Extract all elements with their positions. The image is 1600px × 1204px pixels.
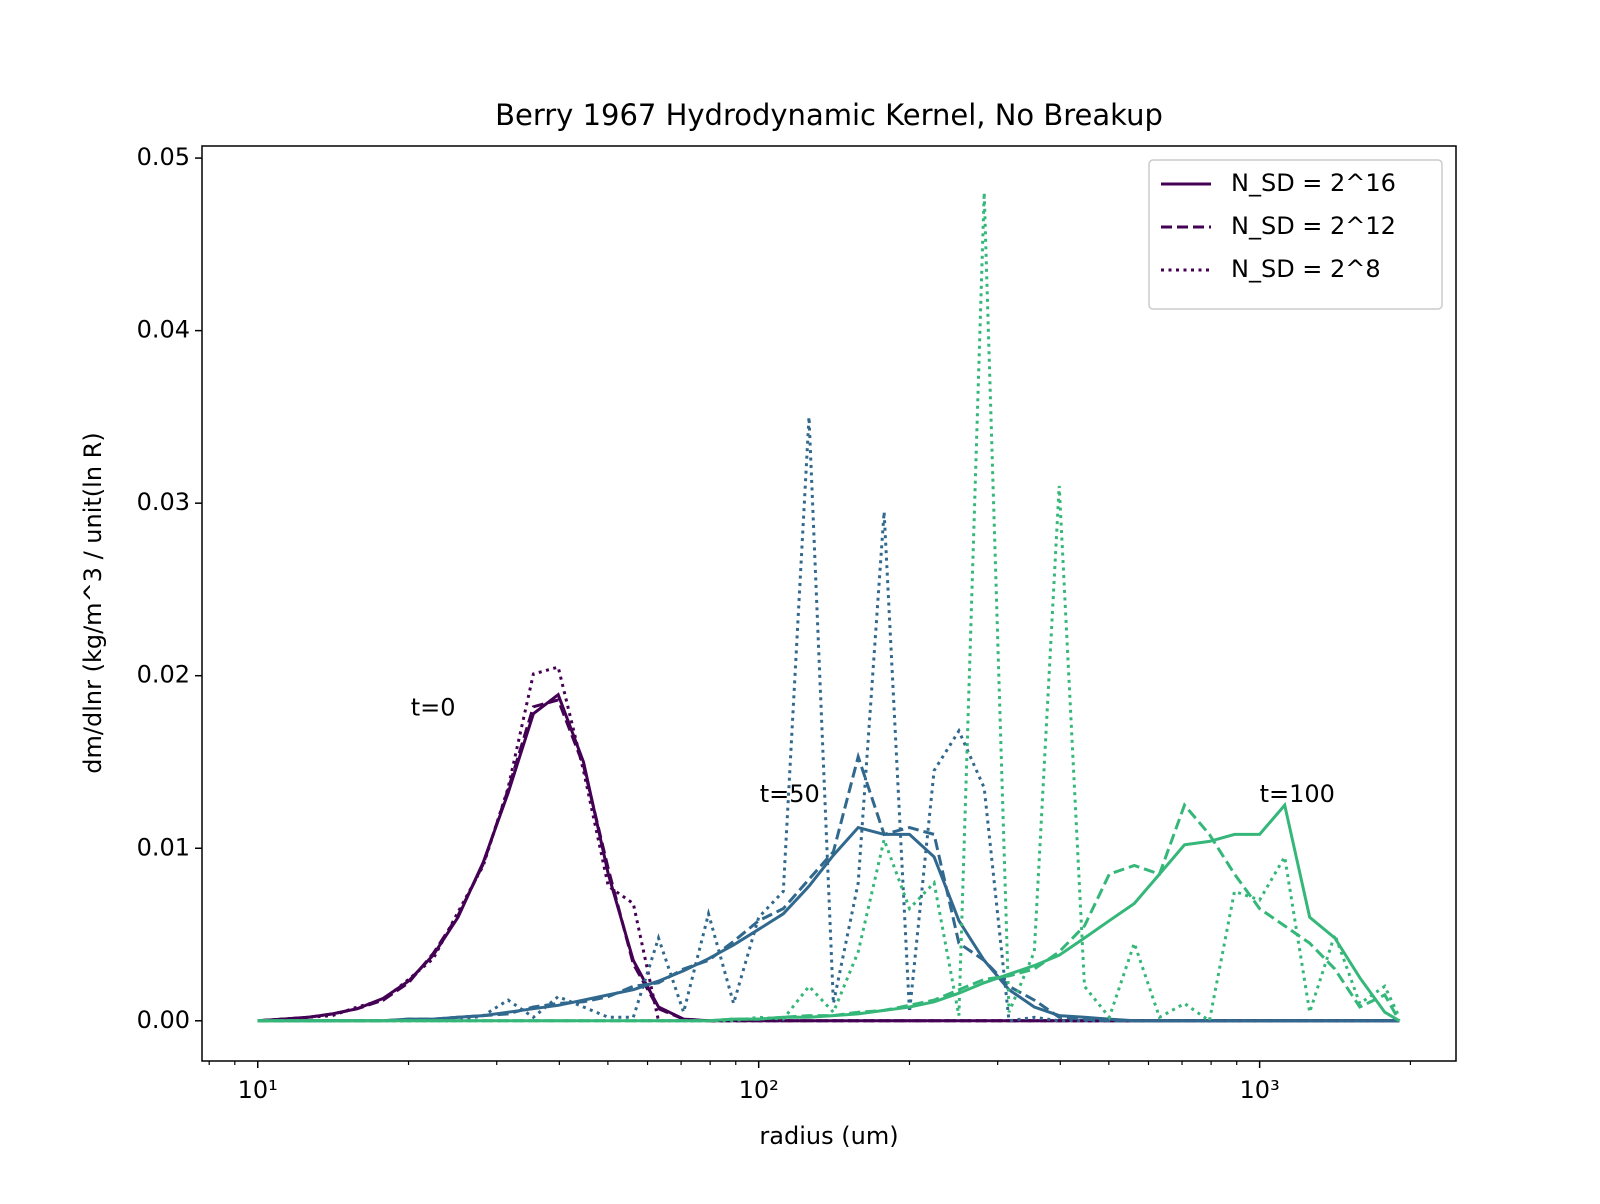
y-axis-label: dm/dlnr (kg/m^3 / unit(ln R): [79, 432, 107, 773]
series-line: [257, 751, 1400, 1023]
plot-frame: [201, 145, 1457, 1062]
legend-label: N_SD = 2^16: [1231, 169, 1396, 197]
chart-title: Berry 1967 Hydrodynamic Kernel, No Break…: [495, 98, 1163, 132]
y-tick-label: 0.03: [137, 488, 190, 516]
y-tick-label: 0.00: [137, 1006, 190, 1034]
x-tick-label: 10¹: [238, 1076, 278, 1104]
legend-label: N_SD = 2^12: [1231, 212, 1396, 240]
annotation: t=100: [1260, 780, 1335, 808]
y-tick-label: 0.04: [137, 316, 190, 344]
legend-label: N_SD = 2^8: [1231, 255, 1381, 283]
annotation: t=50: [760, 780, 820, 808]
y-tick-label: 0.05: [137, 143, 190, 171]
x-tick-label: 10²: [739, 1076, 779, 1104]
x-axis-label: radius (um): [759, 1122, 898, 1150]
series-line: [257, 802, 1401, 1023]
plot-lines: [257, 192, 1401, 1024]
x-tick-label: 10³: [1240, 1076, 1280, 1104]
y-tick-label: 0.02: [137, 661, 190, 689]
legend-box: [1148, 159, 1443, 310]
y-tick-label: 0.01: [137, 833, 190, 861]
annotation: t=0: [411, 693, 456, 721]
